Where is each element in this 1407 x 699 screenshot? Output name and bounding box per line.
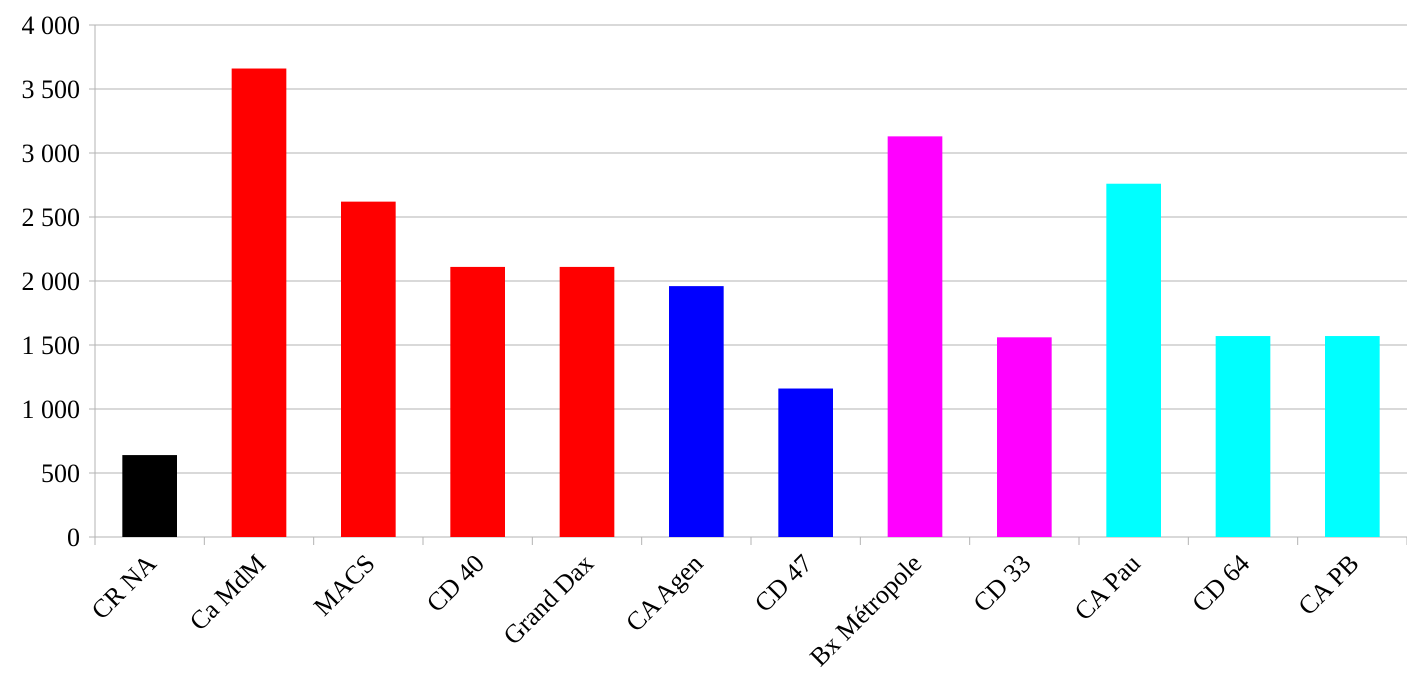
bar-ca-pb <box>1325 336 1380 537</box>
bar-ca-mdm <box>232 69 287 537</box>
x-category-label: MACS <box>308 549 381 622</box>
bar-grand-dax <box>560 267 615 537</box>
y-tick-label: 0 <box>67 523 80 552</box>
x-category-label: CR NA <box>86 549 162 625</box>
y-tick-label: 2 000 <box>22 267 81 296</box>
x-category-label: CD 64 <box>1186 549 1255 618</box>
bar-macs <box>341 202 396 537</box>
x-category-label: Bx Métropole <box>804 549 927 672</box>
y-tick-label: 1 500 <box>22 331 81 360</box>
x-category-label: CA Agen <box>620 549 708 637</box>
bar-cd-40 <box>450 267 505 537</box>
grid-lines <box>95 25 1407 537</box>
y-tick-label: 3 000 <box>22 139 81 168</box>
y-tick-label: 3 500 <box>22 75 81 104</box>
bar-ca-agen <box>669 286 724 537</box>
x-category-label: Ca MdM <box>184 549 271 636</box>
y-tick-labels: 0 500 1 000 1 500 2 000 2 500 3 000 3 500 4 000 <box>22 11 81 552</box>
x-category-label: CD 33 <box>968 549 1037 618</box>
x-category-label: CD 40 <box>421 549 490 618</box>
axes <box>89 25 1407 545</box>
x-category-label: Grand Dax <box>498 549 600 651</box>
bar-bx-m-tropole <box>888 136 943 537</box>
bar-cr-na <box>122 455 177 537</box>
bar-cd-47 <box>778 389 833 537</box>
y-tick-label: 500 <box>41 459 80 488</box>
x-tick-labels: CR NA Ca MdM MACS CD 40 Grand Dax CA Agen CD 4… <box>86 549 1365 672</box>
y-tick-label: 1 000 <box>22 395 81 424</box>
bar-ca-pau <box>1106 184 1161 537</box>
x-category-label: CD 47 <box>749 549 818 618</box>
x-category-label: CA PB <box>1292 549 1364 621</box>
y-tick-label: 4 000 <box>22 11 81 40</box>
y-tick-label: 2 500 <box>22 203 81 232</box>
x-category-label: CA Pau <box>1069 549 1146 626</box>
bars <box>122 69 1379 537</box>
bar-cd-64 <box>1216 336 1271 537</box>
bar-cd-33 <box>997 337 1052 537</box>
